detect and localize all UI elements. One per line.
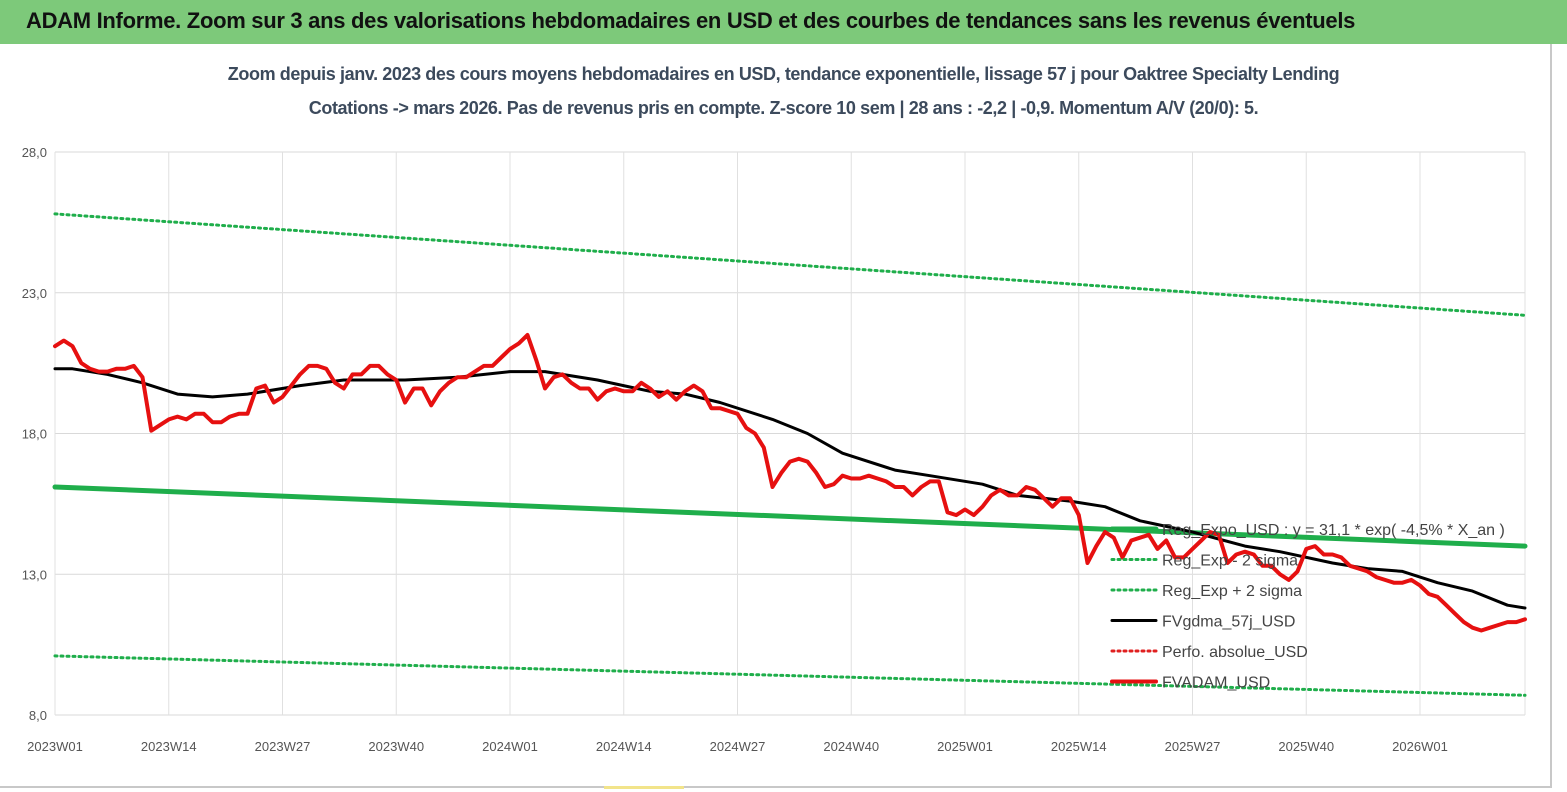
legend-label: Reg_Exp - 2 sigma [1162,553,1298,570]
chart-title: Zoom depuis janv. 2023 des cours moyens … [227,64,1340,84]
series-line-3 [53,367,1527,610]
x-tick-label: 2023W40 [368,739,424,754]
x-axis-ticks: 2023W01 2023W14 2023W27 2023W40 2024W01 2024W… [27,739,1448,754]
series-line-5 [53,333,1527,633]
x-tick-label: 2024W01 [482,739,538,754]
x-tick-label: 2025W01 [937,739,993,754]
x-tick-label: 2025W27 [1165,739,1221,754]
bottom-accent-bar [604,786,684,789]
x-tick-label: 2025W14 [1051,739,1107,754]
legend-label: FVADAM_USD [1162,675,1270,692]
x-tick-label: 2024W14 [596,739,652,754]
chart-frame [0,44,1552,788]
x-tick-label: 2025W40 [1278,739,1334,754]
legend-label: Perfo. absolue_USD [1162,644,1308,661]
y-axis-ticks: 8,0 13,0 18,0 23,0 28,0 [22,145,47,723]
legend: Reg_Expo_USD : y = 31,1 * exp( -4,5% * X… [1109,522,1505,692]
legend-label: Reg_Expo_USD : y = 31,1 * exp( -4,5% * X… [1162,522,1505,539]
grid-lines [54,151,1526,716]
legend-label: FVgdma_57j_USD [1162,614,1295,631]
y-tick-label: 8,0 [29,708,47,723]
chart-subtitle: Cotations -> mars 2026. Pas de revenus p… [308,98,1259,118]
x-tick-label: 2024W27 [710,739,766,754]
series-line-2 [53,212,1527,317]
y-tick-label: 13,0 [22,567,47,582]
x-tick-label: 2023W01 [27,739,83,754]
x-tick-label: 2024W40 [823,739,879,754]
legend-label: Reg_Exp + 2 sigma [1162,583,1302,600]
y-tick-label: 28,0 [22,145,47,160]
y-tick-label: 18,0 [22,427,47,442]
report-banner: ADAM Informe. Zoom sur 3 ans des valoris… [0,0,1567,44]
series-line-1 [53,654,1527,697]
report-title: ADAM Informe. Zoom sur 3 ans des valoris… [26,8,1356,33]
x-tick-label: 2023W27 [255,739,311,754]
series-line-0 [52,484,1528,549]
series-lines [52,212,1528,697]
x-tick-label: 2026W01 [1392,739,1448,754]
y-tick-label: 23,0 [22,286,47,301]
x-tick-label: 2023W14 [141,739,197,754]
